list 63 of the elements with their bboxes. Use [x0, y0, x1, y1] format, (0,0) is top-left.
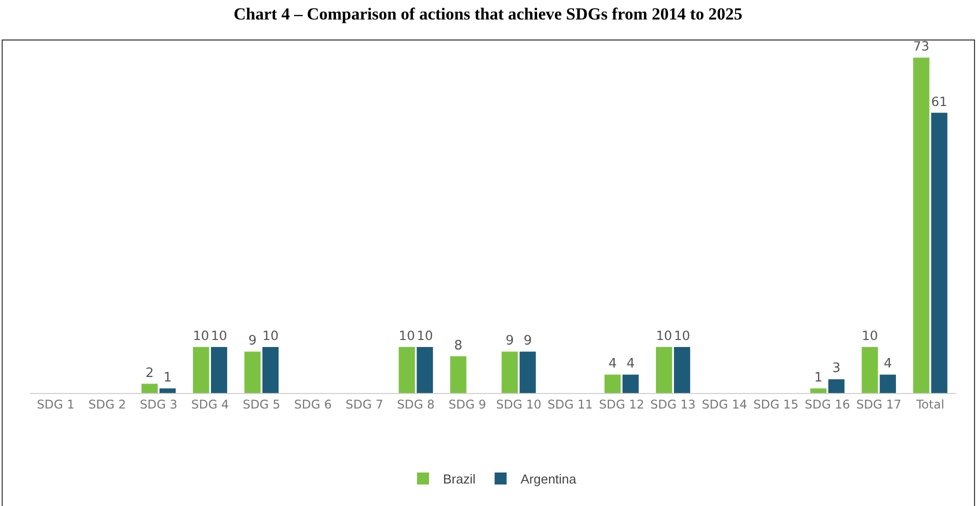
- data-label: 73: [913, 40, 930, 55]
- data-label: 1: [163, 370, 172, 386]
- x-tick-label: SDG 7: [346, 397, 384, 412]
- data-label: 4: [626, 356, 635, 372]
- bar: [880, 374, 896, 393]
- x-tick-label: SDG 3: [140, 397, 178, 412]
- legend-label: Argentina: [520, 472, 578, 487]
- data-label: 9: [524, 334, 532, 349]
- bar: [210, 347, 228, 393]
- x-tick-label: SDG 14: [702, 397, 748, 412]
- data-label: 10: [192, 329, 210, 344]
- x-tick-label: SDG 2: [88, 397, 126, 412]
- bar: [604, 374, 621, 393]
- bar: [502, 352, 518, 393]
- bar: [862, 347, 878, 393]
- x-tick-label: SDG 6: [294, 397, 332, 412]
- x-tick-label: SDG 8: [397, 397, 435, 412]
- x-tick-label: SDG 16: [804, 397, 850, 412]
- x-tick-label: SDG 9: [448, 397, 486, 412]
- data-label: 8: [454, 338, 462, 354]
- bar: [913, 58, 930, 393]
- bar: [416, 347, 433, 393]
- x-tick-label: SDG 13: [650, 397, 696, 412]
- bar: [520, 352, 536, 393]
- data-label: 1: [814, 370, 823, 386]
- data-label: 10: [210, 328, 228, 344]
- bar: [622, 374, 639, 393]
- data-label: 10: [674, 328, 690, 344]
- data-label: 4: [884, 356, 892, 372]
- data-label: 10: [416, 329, 433, 344]
- data-label: 3: [832, 361, 841, 376]
- bar: [160, 388, 176, 393]
- x-tick-label: Total: [915, 397, 944, 412]
- legend-label: Brazil: [443, 472, 476, 487]
- x-tick-label: SDG 1: [36, 397, 75, 412]
- bar: [674, 347, 690, 393]
- x-tick-label: SDG 17: [856, 397, 902, 412]
- data-label: 9: [248, 334, 257, 349]
- data-label: 61: [931, 94, 948, 109]
- bar: [142, 384, 158, 393]
- bar: [828, 379, 844, 393]
- bar: [262, 347, 279, 393]
- data-label: 10: [656, 329, 672, 344]
- bar: [398, 347, 415, 393]
- chart-title: Chart 4 – Comparison of actions that achieve SDGs from 2014 to 2025: [234, 4, 742, 24]
- bar: [192, 347, 210, 393]
- x-tick-label: SDG 5: [242, 397, 280, 412]
- bar: [656, 347, 672, 393]
- x-tick-label: SDG 11: [548, 397, 593, 412]
- data-label: 4: [608, 356, 617, 372]
- x-tick-label: SDG 4: [191, 397, 229, 412]
- data-label: 10: [862, 328, 878, 344]
- data-label: 9: [506, 334, 514, 349]
- x-tick-label: SDG 15: [753, 397, 799, 412]
- x-tick-label: SDG 12: [598, 397, 644, 412]
- x-tick-label: SDG 10: [496, 397, 542, 412]
- bar: [450, 356, 466, 393]
- bar: [244, 352, 261, 393]
- bar: [810, 388, 826, 393]
- data-label: 10: [398, 328, 415, 344]
- data-label: 2: [145, 366, 154, 381]
- bar: [931, 112, 948, 393]
- data-label: 10: [262, 329, 279, 344]
